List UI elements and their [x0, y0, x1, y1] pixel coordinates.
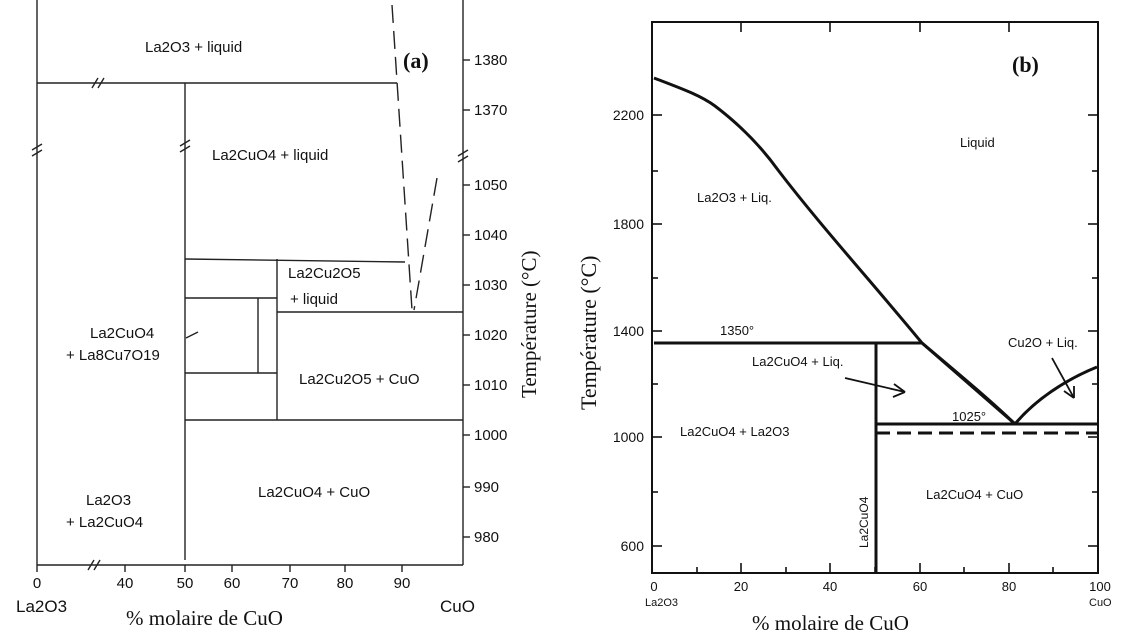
- a-tick-mark: [185, 331, 199, 339]
- b-liquidus-la2o3: [653, 76, 1017, 426]
- a-line-1035: [184, 258, 406, 263]
- panel-a: [31, 0, 470, 572]
- b-region-cu2o-liq: Cu2O + Liq.: [1008, 335, 1078, 350]
- a-region-la2o3-liquid: La2O3 + liquid: [145, 39, 242, 56]
- a-panel-label: (a): [403, 48, 429, 73]
- a-ytick-label: 1370: [474, 102, 507, 119]
- b-ytick-label: 1800: [613, 216, 644, 232]
- b-arrow-cu2o-liq: [1051, 357, 1075, 399]
- a-break-5: [87, 559, 101, 571]
- a-region-la2cuo4-cuo: La2CuO4 + CuO: [258, 484, 370, 501]
- b-x-end-right: CuO: [1089, 597, 1112, 609]
- a-x-tick-marks: [36, 565, 403, 572]
- b-region-la2cuo4-liq: La2CuO4 + Liq.: [752, 354, 843, 369]
- a-break-4: [457, 149, 469, 163]
- b-xtick-label: 60: [913, 579, 927, 594]
- a-region-la2o3-la2cuo4-2: + La2CuO4: [66, 514, 143, 531]
- b-arrow-head-2: [1063, 386, 1075, 399]
- a-region-la8-2: + La8Cu7O19: [66, 347, 160, 364]
- a-ytick-label: 1040: [474, 227, 507, 244]
- b-region-la2cuo4-cuo: La2CuO4 + CuO: [926, 487, 1023, 502]
- a-xtick-label: 70: [282, 575, 299, 592]
- b-annot-1350: 1350°: [720, 323, 754, 338]
- a-xtick-label: 90: [394, 575, 411, 592]
- a-break-2: [179, 139, 191, 153]
- a-x-end-left: La2O3: [16, 597, 67, 616]
- a-liquidus-right: [413, 177, 438, 311]
- a-ytick-label: 980: [474, 529, 499, 546]
- panel-a-text: (a) La2O3 + liquid La2CuO4 + liquid La2C…: [16, 39, 541, 630]
- b-region-la2cuo4-la2o3: La2CuO4 + La2O3: [680, 424, 790, 439]
- b-liquidus-cu2o: [1013, 365, 1098, 425]
- b-ytick-label: 1400: [613, 323, 644, 339]
- a-xtick-label: 80: [337, 575, 354, 592]
- panel-b-text: (b) Liquid La2O3 + Liq. 1350° La2CuO4 + …: [576, 52, 1112, 635]
- a-ytick-label: 990: [474, 479, 499, 496]
- a-xtick-label: 40: [117, 575, 134, 592]
- a-ytick-label: 1020: [474, 327, 507, 344]
- a-region-la2cu2o5-cuo: La2Cu2O5 + CuO: [299, 371, 420, 388]
- a-ytick-label: 1000: [474, 427, 507, 444]
- a-y-title: Température (°C): [517, 251, 541, 398]
- b-ytick-label: 600: [621, 538, 645, 554]
- a-xtick-label: 60: [224, 575, 241, 592]
- a-region-la2cu2o5-liquid-1: La2Cu2O5: [288, 265, 361, 282]
- b-xtick-label: 80: [1002, 579, 1016, 594]
- b-ytick-label: 2200: [613, 107, 644, 123]
- b-arrow-head-1: [892, 383, 906, 398]
- b-y-tick-marks: [652, 114, 1098, 547]
- a-xtick-label: 0: [33, 575, 41, 592]
- a-region-la2o3-la2cuo4-1: La2O3: [86, 492, 131, 509]
- a-ytick-label: 1380: [474, 52, 507, 69]
- b-liquidus-la2cuo4: [921, 341, 1016, 426]
- a-ytick-label: 1050: [474, 177, 507, 194]
- b-annot-1025: 1025°: [952, 409, 986, 424]
- a-break-3: [31, 143, 43, 157]
- b-panel-label: (b): [1012, 52, 1039, 77]
- a-ytick-label: 1030: [474, 277, 507, 294]
- a-break-1: [91, 77, 105, 89]
- b-x-end-left: La2O3: [645, 597, 678, 609]
- a-region-la2cuo4-liquid: La2CuO4 + liquid: [212, 147, 328, 164]
- b-x-tick-marks: [696, 22, 1054, 573]
- b-xtick-label: 0: [650, 579, 657, 594]
- a-xtick-label: 50: [177, 575, 194, 592]
- b-region-liquid: Liquid: [960, 135, 995, 150]
- b-region-la2o3-liq: La2O3 + Liq.: [697, 190, 772, 205]
- b-xtick-label: 40: [823, 579, 837, 594]
- b-xtick-label: 20: [734, 579, 748, 594]
- b-arrow-la2cuo4-liq: [844, 377, 906, 393]
- b-y-title: Température (°C): [576, 256, 601, 410]
- a-ytick-label: 1010: [474, 377, 507, 394]
- a-x-end-right: CuO: [440, 597, 475, 616]
- b-xtick-label: 100: [1089, 579, 1111, 594]
- b-x-title: % molaire de CuO: [752, 611, 909, 635]
- b-annot-vertical-phase: La2CuO4: [857, 496, 871, 548]
- a-y-tick-marks: [463, 59, 470, 538]
- a-region-la2cu2o5-liquid-2: + liquid: [290, 291, 338, 308]
- b-ytick-label: 1000: [613, 429, 644, 445]
- panel-b: [651, 21, 1099, 574]
- a-x-title: % molaire de CuO: [126, 606, 283, 630]
- a-region-la8-1: La2CuO4: [90, 325, 154, 342]
